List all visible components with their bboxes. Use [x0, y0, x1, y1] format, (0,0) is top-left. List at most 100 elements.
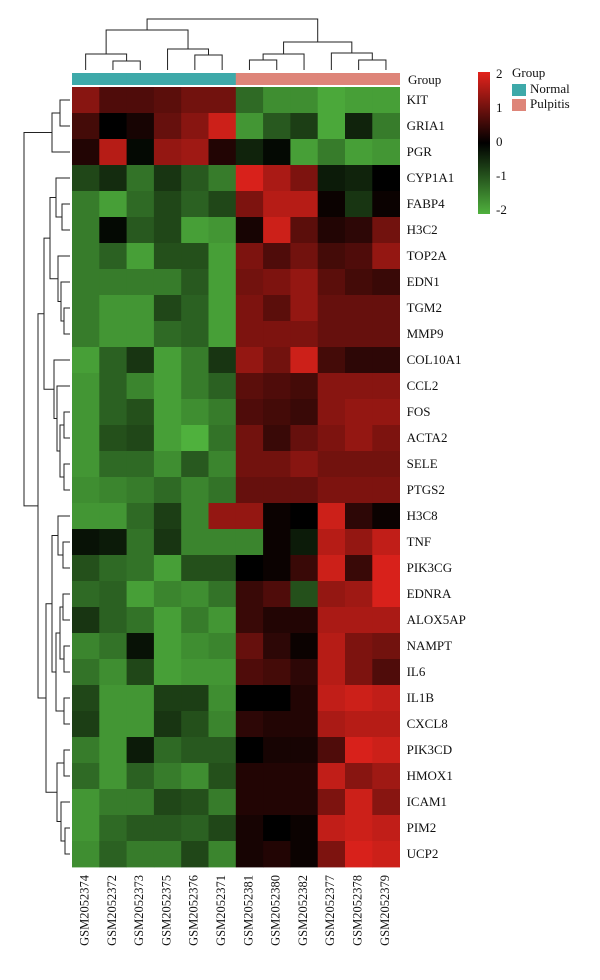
heatmap-cell — [290, 737, 319, 764]
heatmap-cell — [208, 477, 237, 504]
heatmap-cell — [235, 217, 264, 244]
row-label: PIM2 — [407, 820, 437, 835]
heatmap-cell — [235, 165, 264, 192]
heatmap-cell — [153, 477, 182, 504]
heatmap-cell — [263, 243, 291, 270]
heatmap-cell — [317, 607, 346, 634]
heatmap-cell — [235, 321, 264, 348]
heatmap-cell — [99, 763, 127, 790]
heatmap-cell — [290, 503, 319, 530]
heatmap-cell — [372, 217, 400, 244]
heatmap-cell — [99, 399, 127, 426]
heatmap-cell — [372, 477, 400, 504]
heatmap-cell — [99, 217, 127, 244]
heatmap-cell — [345, 789, 373, 816]
heatmap-cell — [126, 529, 155, 556]
heatmap-cell — [290, 139, 319, 166]
heatmap-cell — [99, 451, 127, 478]
heatmap-cell — [290, 269, 319, 296]
heatmap-cell — [72, 841, 100, 868]
heatmap-cell — [263, 685, 291, 712]
heatmap-cell — [235, 763, 264, 790]
heatmap-cell — [290, 347, 319, 374]
heatmap-cell — [317, 763, 346, 790]
colorbar-tick: -2 — [496, 202, 507, 217]
heatmap-cell — [99, 685, 127, 712]
heatmap-cell — [345, 503, 373, 530]
heatmap-cell — [235, 373, 264, 400]
heatmap-cell — [317, 451, 346, 478]
legend-swatch — [512, 84, 526, 96]
heatmap-cell — [345, 87, 373, 114]
heatmap-cell — [235, 633, 264, 660]
heatmap-cell — [153, 425, 182, 452]
heatmap-cell — [290, 607, 319, 634]
heatmap-cell — [72, 711, 100, 738]
heatmap-cell — [153, 295, 182, 322]
heatmap-cell — [153, 685, 182, 712]
heatmap-cell — [372, 503, 400, 530]
heatmap-cell — [208, 191, 237, 218]
heatmap-cell — [345, 373, 373, 400]
heatmap-cell — [99, 321, 127, 348]
row-label: HMOX1 — [407, 768, 453, 783]
heatmap-cell — [153, 581, 182, 608]
heatmap-cell — [235, 295, 264, 322]
heatmap-cell — [263, 399, 291, 426]
heatmap-cell — [345, 269, 373, 296]
heatmap-cell — [235, 659, 264, 686]
heatmap-cell — [235, 607, 264, 634]
row-label: ALOX5AP — [407, 612, 466, 627]
heatmap-cell — [72, 295, 100, 322]
heatmap-cell — [208, 269, 237, 296]
heatmap-cell — [317, 165, 346, 192]
heatmap-cell — [208, 633, 237, 660]
heatmap-cell — [72, 165, 100, 192]
dendrogram-branch — [60, 281, 70, 322]
heatmap-cell — [72, 451, 100, 478]
dendrogram-branch — [105, 29, 189, 54]
heatmap-cell — [181, 399, 209, 426]
heatmap-cell — [345, 425, 373, 452]
heatmap-cell — [153, 217, 182, 244]
heatmap-cell — [99, 477, 127, 504]
heatmap-cell — [99, 139, 127, 166]
heatmap-cell — [372, 841, 400, 868]
dendrogram-branch — [43, 237, 54, 390]
heatmap-cell — [126, 399, 155, 426]
heatmap-cell — [181, 191, 209, 218]
dendrogram-branch — [63, 645, 70, 673]
heatmap-cell — [208, 659, 237, 686]
heatmap-cell — [345, 113, 373, 140]
group-bar-cell — [72, 73, 100, 85]
dendrogram-branch — [62, 593, 70, 621]
heatmap-cell — [317, 737, 346, 764]
heatmap-cell — [208, 113, 237, 140]
heatmap-cell — [99, 503, 127, 530]
heatmap-cell — [235, 789, 264, 816]
column-dendrogram — [85, 18, 387, 70]
row-label: TOP2A — [407, 248, 448, 263]
heatmap-cell — [317, 659, 346, 686]
column-label: GSM2052381 — [241, 875, 255, 946]
column-label: GSM2052375 — [159, 875, 173, 946]
heatmap-cell — [72, 789, 100, 816]
dendrogram-branch — [23, 132, 52, 507]
heatmap-cell — [263, 269, 291, 296]
row-label: CXCL8 — [407, 716, 448, 731]
heatmap-cell — [99, 425, 127, 452]
heatmap-cell — [317, 269, 346, 296]
heatmap-cell — [372, 321, 400, 348]
dendrogram-branch — [63, 307, 70, 335]
dendrogram-branch — [37, 313, 46, 699]
heatmap-cell — [99, 789, 127, 816]
heatmap-cell — [208, 451, 237, 478]
heatmap-cell — [208, 425, 237, 452]
row-label: CYP1A1 — [407, 170, 455, 185]
heatmap-cell — [263, 477, 291, 504]
heatmap-cell — [235, 685, 264, 712]
heatmap-cell — [235, 737, 264, 764]
heatmap-cell — [99, 295, 127, 322]
heatmap-cell — [317, 373, 346, 400]
heatmap-cell — [181, 165, 209, 192]
